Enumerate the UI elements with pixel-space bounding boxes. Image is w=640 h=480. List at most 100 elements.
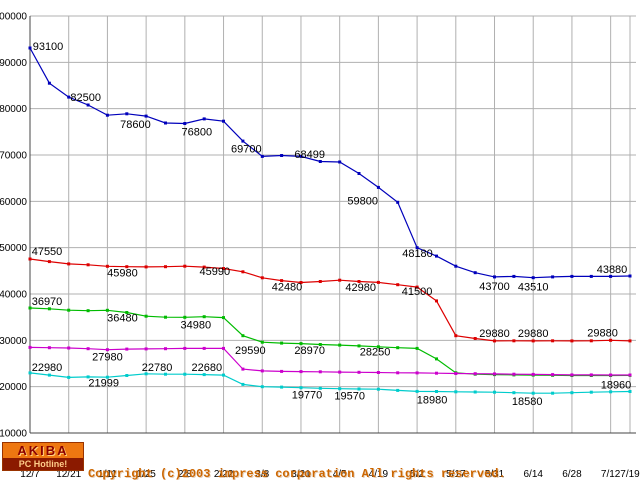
data-point-cyan [396,388,400,392]
data-point-blue [628,274,632,278]
data-point-blue [415,246,419,250]
y-axis-label: 50000 [0,243,27,254]
data-point-cyan [202,373,206,377]
data-point-magenta [454,372,458,375]
x-axis-label: 6/14 [523,469,543,480]
x-axis-label: 2/8 [178,469,192,480]
series-line-red [29,258,631,342]
data-point-magenta [222,346,225,350]
price-label: 48180 [402,248,433,260]
data-point-red [241,270,245,274]
data-point-magenta [260,369,264,373]
x-axis-label: 5/17 [446,469,466,480]
data-point-red [318,280,322,283]
data-point-magenta [28,345,32,349]
data-point-blue [125,112,129,116]
data-point-cyan [570,391,574,395]
data-point-cyan [454,390,458,394]
data-point-red [454,334,458,338]
data-point-blue [47,81,51,85]
price-label: 78600 [120,119,151,131]
data-point-blue [28,46,32,50]
data-point-cyan [415,389,419,393]
price-label: 69700 [231,143,262,155]
data-point-red [589,339,593,343]
data-point-cyan [551,391,555,395]
data-point-magenta [493,372,496,376]
data-point-magenta [396,371,400,375]
y-axis-label: 10000 [0,429,27,440]
data-point-magenta [338,370,342,374]
data-point-red [183,264,187,268]
data-point-red [396,283,400,287]
data-point-blue [589,274,593,278]
data-point-green [86,309,90,313]
data-point-green [47,307,51,311]
price-label: 27980 [92,352,123,364]
data-point-green [222,316,225,320]
data-point-blue [280,154,284,157]
data-point-magenta [357,370,361,374]
data-point-blue [493,275,496,279]
x-axis-label: 5/31 [485,469,505,480]
data-point-green [67,308,71,312]
x-axis-label: 7/12 [601,469,621,480]
data-point-magenta [183,346,187,350]
data-point-blue [144,114,148,118]
price-label: 29880 [518,328,549,340]
data-point-magenta [86,347,90,351]
data-point-red [222,267,225,270]
x-axis-label: 2/22 [214,469,234,480]
data-point-cyan [28,371,32,375]
series-line-green [29,307,631,377]
akiba-logo-top: AKIBA [3,443,83,458]
x-axis-label: 1/25 [136,469,156,480]
data-point-cyan [125,374,129,377]
data-point-red [376,280,380,284]
price-label: 47550 [32,246,63,258]
data-point-cyan [376,387,380,391]
data-point-cyan [144,372,148,376]
data-point-cyan [105,375,109,379]
price-label: 93100 [33,41,64,53]
data-point-red [628,339,632,343]
x-axis-label: 6/28 [562,469,582,480]
data-point-cyan [531,391,535,395]
data-point-blue [318,160,322,163]
data-point-red [299,281,303,284]
data-point-red [493,339,496,343]
data-point-red [531,339,535,343]
data-point-cyan [512,391,516,395]
data-point-blue [551,275,555,279]
data-point-magenta [318,370,322,374]
data-point-blue [260,154,264,158]
x-axis-label: 4/19 [369,469,389,480]
price-label: 43700 [479,281,510,293]
x-axis-label: 7/19 [620,469,640,480]
x-axis-label: 3/21 [291,469,311,480]
data-point-green [357,344,361,348]
x-axis-label: 12/7 [20,469,40,480]
data-point-magenta [299,370,303,374]
data-point-cyan [260,385,264,389]
x-axis-label: 5/2 [410,469,424,480]
data-point-green [396,346,400,350]
data-point-blue [222,119,225,123]
data-point-green [280,341,284,345]
price-label: 19770 [292,390,323,402]
data-point-magenta [435,371,438,375]
data-point-cyan [318,386,322,390]
data-point-magenta [144,347,148,351]
data-point-cyan [47,373,51,377]
price-label: 42480 [272,282,303,294]
data-point-green [28,306,32,310]
data-point-blue [376,185,380,189]
data-point-green [202,315,206,319]
data-point-red [473,337,477,340]
data-point-magenta [47,346,51,350]
price-label: 22680 [192,362,223,374]
data-point-red [512,339,516,343]
price-label: 36480 [107,312,138,324]
price-label: 43880 [597,264,628,276]
data-point-green [105,308,109,312]
